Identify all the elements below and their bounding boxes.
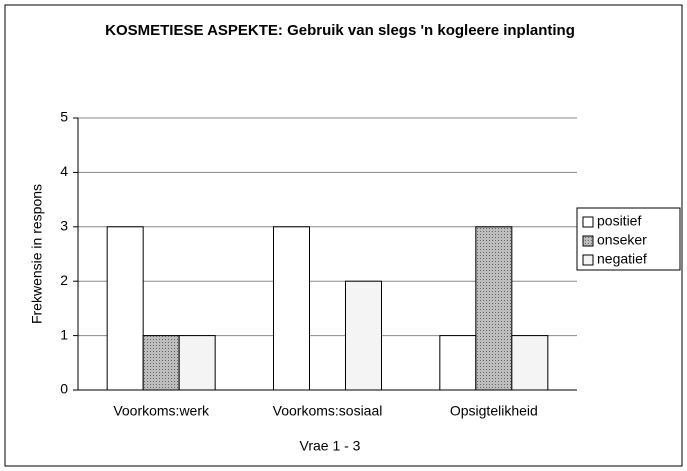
legend-swatch <box>582 235 594 247</box>
x-tick-label: Voorkoms:werk <box>113 403 210 419</box>
bar <box>178 335 216 391</box>
bar <box>345 280 382 391</box>
y-axis-label: Frekwensie in respons <box>29 184 45 324</box>
y-tick-label: 3 <box>60 218 68 234</box>
legend-label: negatief <box>597 251 647 267</box>
y-tick-label: 5 <box>60 109 68 125</box>
legend-box <box>576 207 681 271</box>
y-tick-label: 0 <box>60 381 68 397</box>
bar <box>106 226 144 391</box>
legend-swatch <box>582 254 594 266</box>
chart-title: KOSMETIESE ASPEKTE: Gebruik van slegs 'n… <box>105 22 575 39</box>
bar <box>439 335 477 391</box>
legend-swatch <box>582 216 594 228</box>
x-axis-label: Vrae 1 - 3 <box>300 438 361 454</box>
legend-label: onseker <box>597 232 647 248</box>
x-tick-label: Voorkoms:sosiaal <box>273 403 383 419</box>
y-tick-label: 2 <box>60 272 68 288</box>
bar <box>273 226 310 391</box>
y-tick-label: 4 <box>60 163 68 179</box>
bar <box>142 335 180 391</box>
bar <box>475 226 513 391</box>
legend-label: positief <box>597 213 641 229</box>
x-tick-label: Opsigtelikheid <box>450 403 538 419</box>
y-tick-label: 1 <box>60 326 68 342</box>
bar <box>511 335 549 391</box>
